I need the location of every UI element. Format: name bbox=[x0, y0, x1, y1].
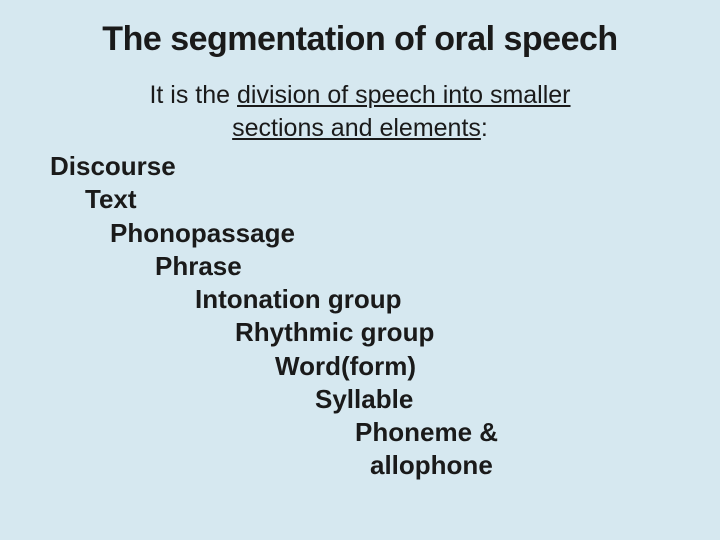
intro-prefix: It is the bbox=[149, 81, 237, 109]
hierarchy-list: DiscourseTextPhonopassagePhraseIntonatio… bbox=[30, 150, 690, 483]
hierarchy-item: Word(form) bbox=[30, 350, 690, 383]
hierarchy-item: allophone bbox=[30, 449, 690, 482]
intro-underlined-2: sections and elements bbox=[232, 114, 481, 142]
hierarchy-item: Rhythmic group bbox=[30, 316, 690, 349]
slide-title: The segmentation of oral speech bbox=[30, 20, 690, 59]
hierarchy-item: Phrase bbox=[30, 250, 690, 283]
hierarchy-item: Phoneme & bbox=[30, 416, 690, 449]
hierarchy-item: Syllable bbox=[30, 383, 690, 416]
hierarchy-item: Intonation group bbox=[30, 283, 690, 316]
intro-underlined-1: division of speech into smaller bbox=[237, 81, 571, 109]
intro-text: It is the division of speech into smalle… bbox=[30, 79, 690, 144]
hierarchy-item: Text bbox=[30, 183, 690, 216]
hierarchy-item: Phonopassage bbox=[30, 217, 690, 250]
intro-suffix: : bbox=[481, 114, 488, 142]
hierarchy-item: Discourse bbox=[30, 150, 690, 183]
